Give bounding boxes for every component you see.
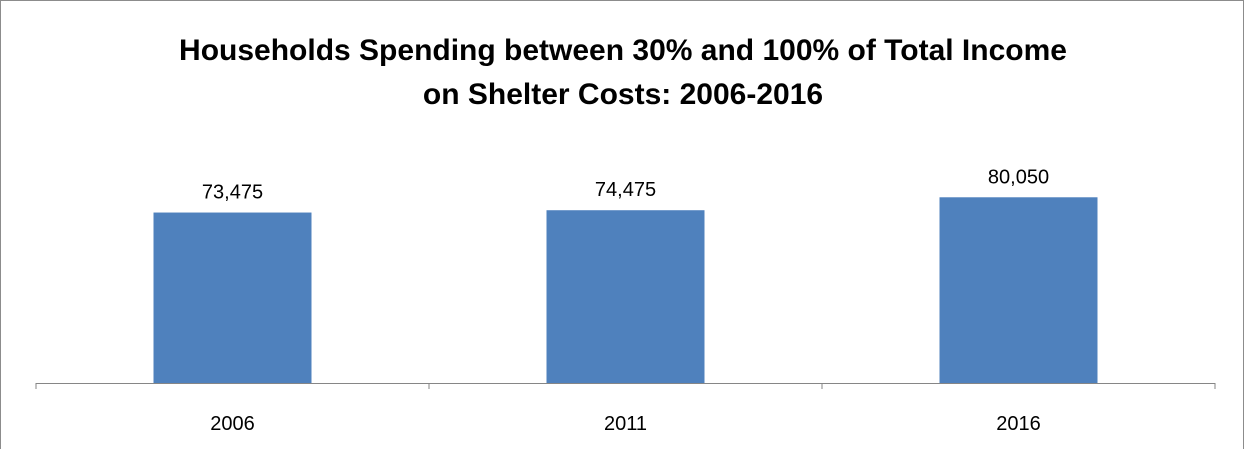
x-tick-label-2016: 2016 (996, 413, 1041, 435)
x-ticks-group (35, 383, 1216, 389)
chart-title-line-1: Households Spending between 30% and 100%… (179, 34, 1067, 67)
x-tick-label-2006: 2006 (210, 413, 255, 435)
data-label-2011: 74,475 (595, 179, 656, 201)
category-labels-group: 2006 2011 2016 (210, 413, 1041, 435)
data-labels-group: 73,475 74,475 80,050 (202, 166, 1049, 203)
bar-2011 (546, 210, 705, 383)
bar-2006 (153, 212, 312, 383)
chart-title-line-2: on Shelter Costs: 2006-2016 (422, 78, 824, 111)
bar-2016 (939, 197, 1098, 383)
bars-group (153, 197, 1098, 383)
chart-title: Households Spending between 30% and 100%… (1, 29, 1244, 117)
x-tick-label-2011: 2011 (604, 413, 647, 435)
data-label-2016: 80,050 (988, 166, 1049, 188)
data-label-2006: 73,475 (202, 182, 263, 204)
